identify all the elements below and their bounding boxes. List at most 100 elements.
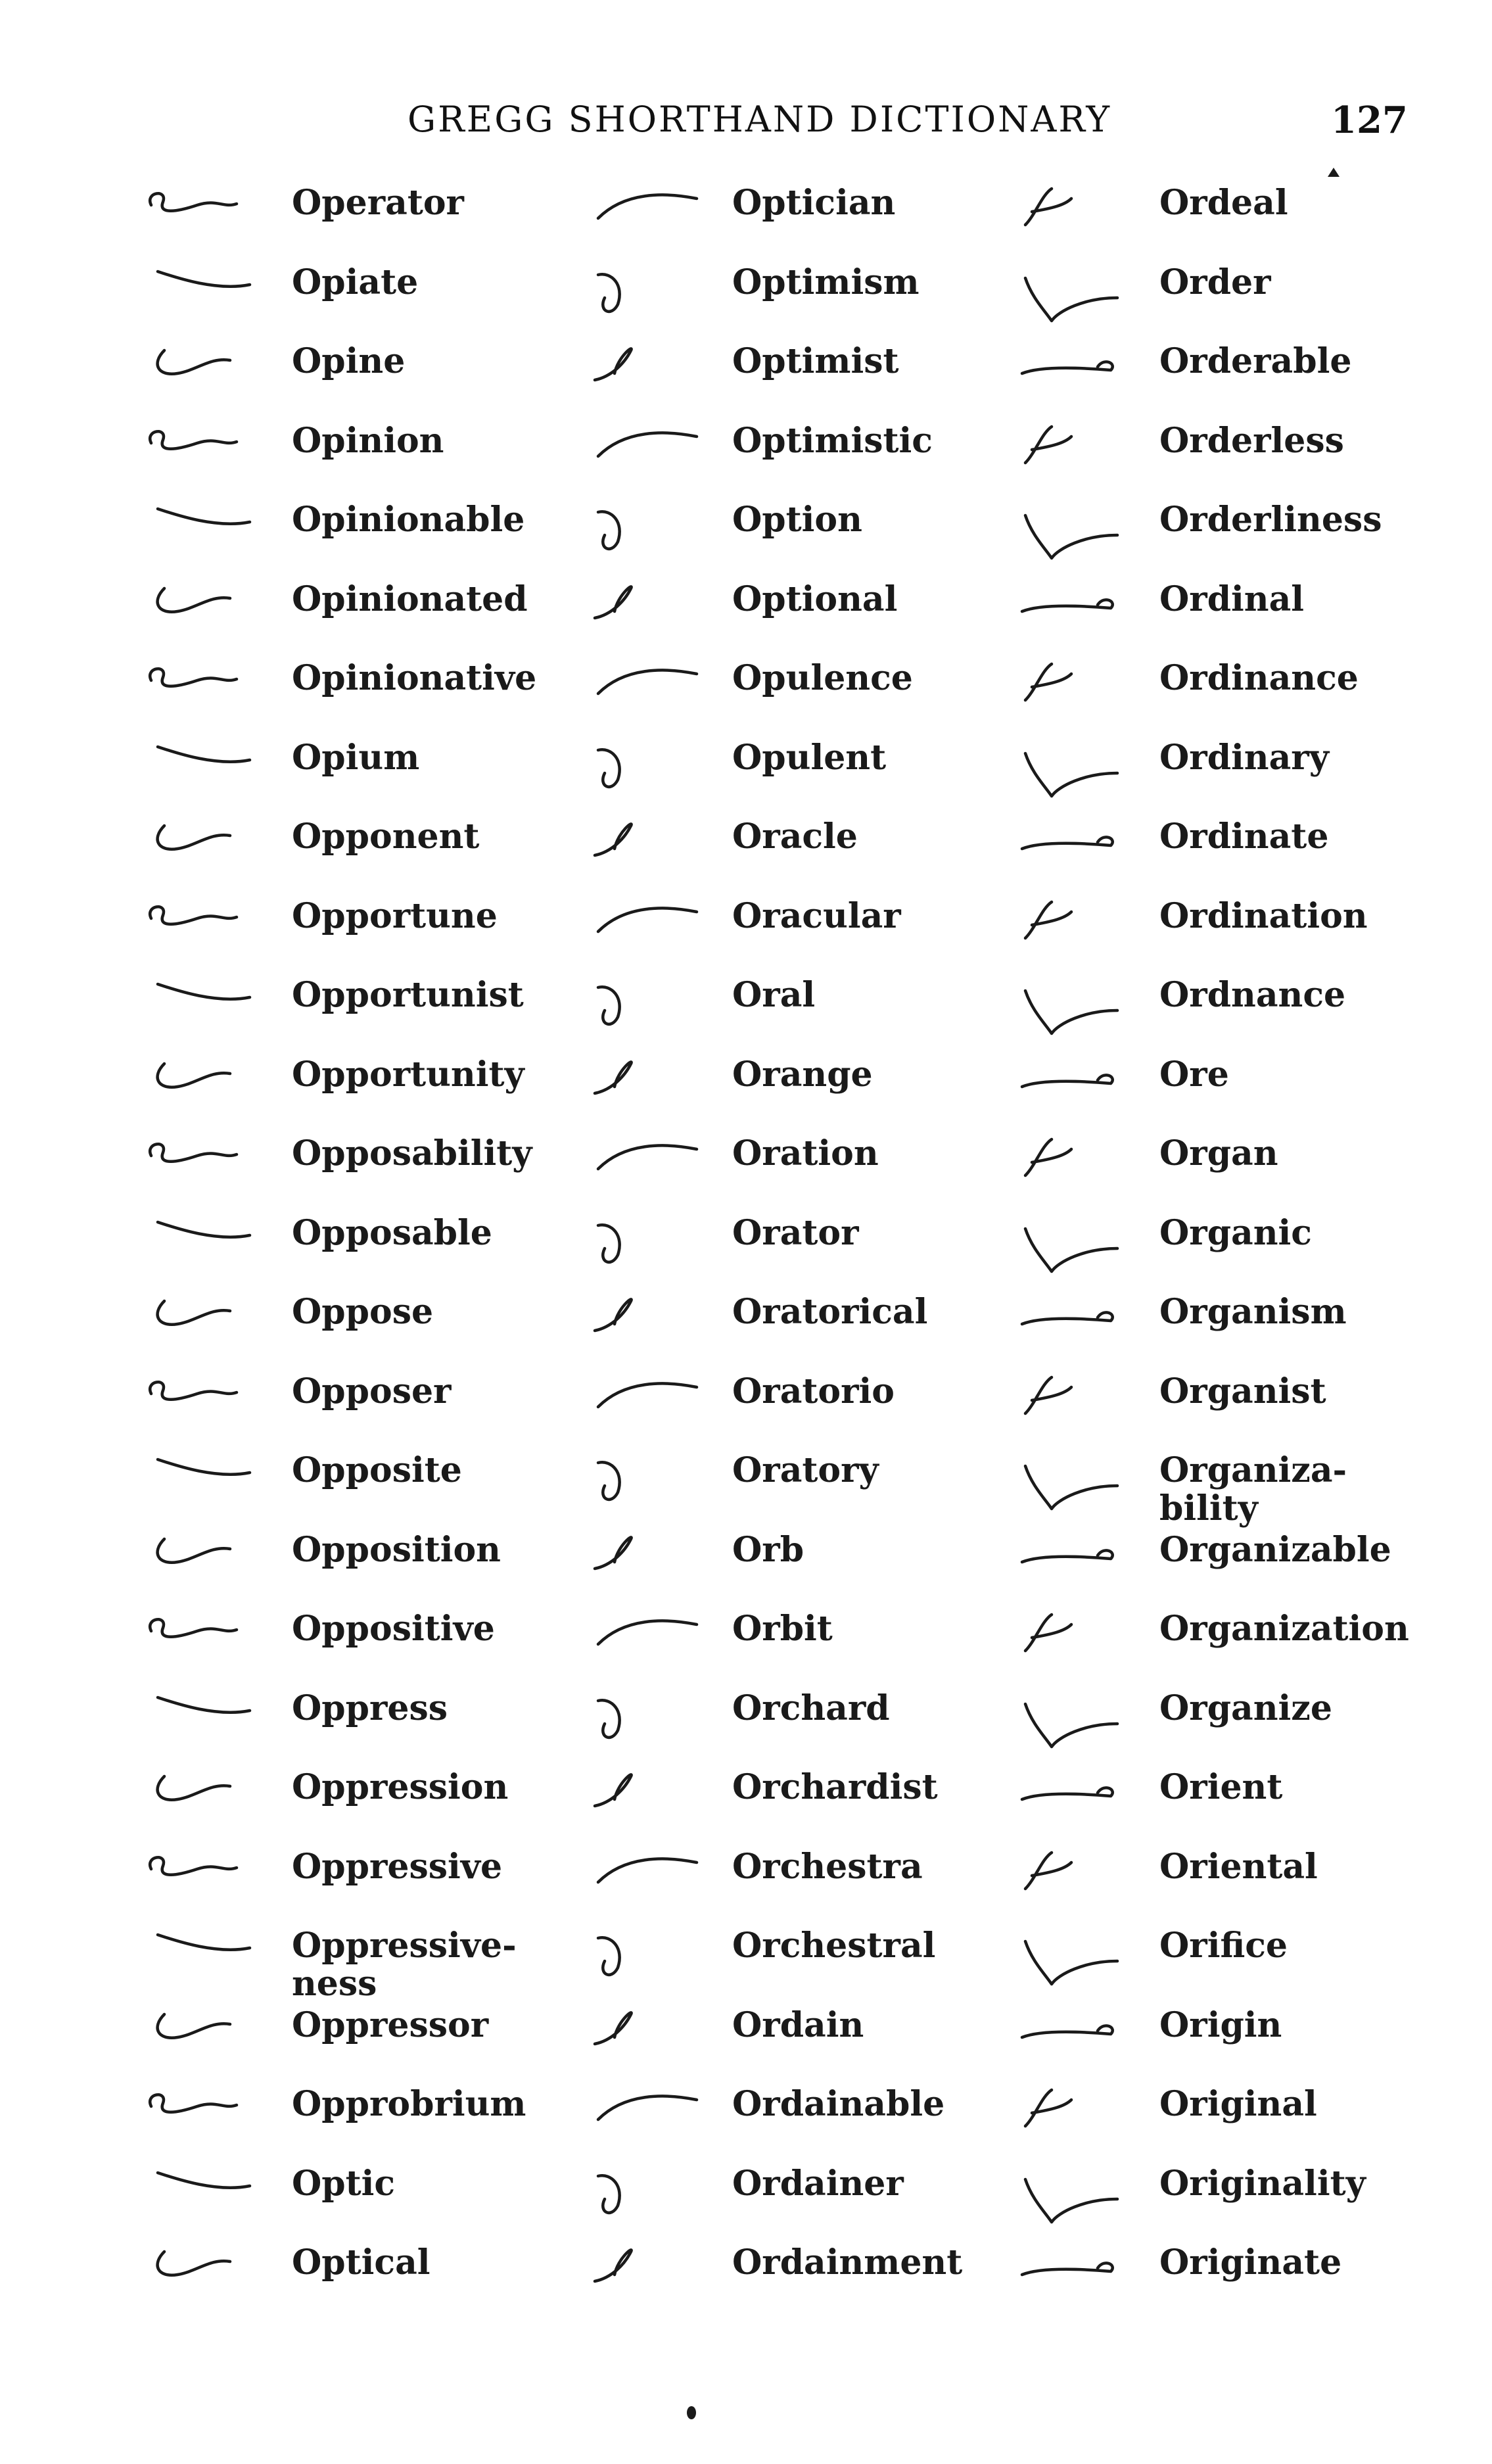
dictionary-entry: Orb — [578, 1526, 1006, 1605]
dictionary-entry: Originality — [1006, 2160, 1433, 2239]
dictionary-entry: Oppression — [138, 1763, 565, 1843]
shorthand-outline-icon — [138, 2001, 276, 2073]
entry-word: Orderable — [1159, 341, 1352, 381]
dictionary-entry: Opium — [138, 734, 565, 813]
dictionary-entry: Optician — [578, 179, 1006, 258]
entry-word: Opium — [292, 737, 420, 778]
shorthand-outline-icon — [1006, 971, 1144, 1043]
dictionary-entry: Organ — [1006, 1129, 1433, 1209]
entry-word: Ordinary — [1159, 737, 1329, 778]
entry-word: Opposable — [292, 1212, 492, 1253]
shorthand-outline-icon — [138, 654, 276, 726]
shorthand-outline-icon — [578, 337, 716, 410]
shorthand-outline-icon — [1006, 813, 1144, 885]
entry-word: Ordainer — [732, 2163, 904, 2204]
entry-word: Optimistic — [732, 420, 933, 461]
shorthand-outline-icon — [138, 2080, 276, 2152]
entry-word: Ordinate — [1159, 817, 1329, 857]
entry-word: Opportune — [292, 895, 498, 936]
shorthand-outline-icon — [578, 813, 716, 885]
dictionary-entry: Organizable — [1006, 1526, 1433, 1605]
shorthand-outline-icon — [1006, 1446, 1144, 1519]
shorthand-outline-icon — [578, 1843, 716, 1915]
shorthand-outline-icon — [578, 2160, 716, 2232]
entry-word: Origin — [1159, 2004, 1282, 2045]
dictionary-entry: Oration — [578, 1129, 1006, 1209]
dictionary-entry: Origin — [1006, 2001, 1433, 2081]
shorthand-outline-icon — [1006, 892, 1144, 964]
dictionary-entry: Opposability — [138, 1129, 565, 1209]
dictionary-entry: Orchestral — [578, 1922, 1006, 2001]
dictionary-entry: Oppress — [138, 1684, 565, 1764]
entry-word: Oriental — [1159, 1846, 1318, 1887]
shorthand-outline-icon — [578, 496, 716, 568]
shorthand-outline-icon — [138, 1288, 276, 1360]
dictionary-entry: Optional — [578, 575, 1006, 655]
shorthand-outline-icon — [138, 1446, 276, 1519]
dictionary-entry: Ore — [1006, 1051, 1433, 1130]
dictionary-entry: Opulence — [578, 654, 1006, 734]
entry-word: Originate — [1159, 2242, 1342, 2283]
shorthand-outline-icon — [1006, 1526, 1144, 1598]
dictionary-entry: Ordain — [578, 2001, 1006, 2081]
dictionary-entry: Optical — [138, 2239, 565, 2318]
dictionary-entry: Ordinate — [1006, 813, 1433, 892]
dictionary-entry: Opposer — [138, 1367, 565, 1447]
shorthand-outline-icon — [1006, 1209, 1144, 1281]
shorthand-outline-icon — [578, 1051, 716, 1123]
entry-word: Orbit — [732, 1609, 833, 1649]
entry-word: Opulence — [732, 658, 913, 698]
dictionary-entry: Ordainer — [578, 2160, 1006, 2239]
shorthand-outline-icon — [578, 1367, 716, 1440]
dictionary-entry: Ordination — [1006, 892, 1433, 972]
entry-word: Oratory — [732, 1450, 879, 1490]
dictionary-entry: Orange — [578, 1051, 1006, 1130]
entry-word: Orchestra — [732, 1846, 923, 1887]
dictionary-entry: Opposite — [138, 1446, 565, 1526]
entry-word: Orchardist — [732, 1767, 938, 1807]
shorthand-outline-icon — [578, 971, 716, 1043]
shorthand-outline-icon — [1006, 2239, 1144, 2311]
shorthand-outline-icon — [1006, 1129, 1144, 1202]
shorthand-outline-icon — [138, 734, 276, 806]
dictionary-entry: Ordinance — [1006, 654, 1433, 734]
shorthand-outline-icon — [1006, 1288, 1144, 1360]
shorthand-outline-icon — [578, 575, 716, 648]
dictionary-entry: Opportunity — [138, 1051, 565, 1130]
entry-word: Organ — [1159, 1133, 1278, 1173]
entry-word: Opinionable — [292, 500, 525, 540]
dictionary-entry: Orbit — [578, 1605, 1006, 1684]
dictionary-entry: Orifice — [1006, 1922, 1433, 2001]
dictionary-entry: Optimism — [578, 258, 1006, 338]
entry-word: Oracular — [732, 895, 901, 936]
entry-word: Optimist — [732, 341, 899, 381]
dictionary-entry: Opinion — [138, 417, 565, 496]
dictionary-entry: Opposable — [138, 1209, 565, 1289]
shorthand-outline-icon — [578, 2080, 716, 2152]
dictionary-entry: Oratory — [578, 1446, 1006, 1526]
shorthand-outline-icon — [1006, 1367, 1144, 1440]
dictionary-entry: Ordeal — [1006, 179, 1433, 258]
dictionary-entry: Organization — [1006, 1605, 1433, 1684]
entry-word: Optician — [732, 183, 896, 223]
shorthand-outline-icon — [138, 1922, 276, 1994]
entry-word: Organization — [1159, 1609, 1409, 1649]
dictionary-entry: Orchardist — [578, 1763, 1006, 1843]
entry-word: Oppositive — [292, 1609, 495, 1649]
dictionary-entry: Opposition — [138, 1526, 565, 1605]
entry-word: Ordain — [732, 2004, 864, 2045]
shorthand-outline-icon — [138, 1129, 276, 1202]
shorthand-outline-icon — [578, 892, 716, 964]
dictionary-entry: Orderliness — [1006, 496, 1433, 575]
entry-word: Organist — [1159, 1371, 1326, 1411]
page-number: 127 — [1331, 99, 1408, 142]
dictionary-entry: Option — [578, 496, 1006, 575]
dictionary-entry: Oratorical — [578, 1288, 1006, 1367]
entry-word: Order — [1159, 262, 1271, 302]
shorthand-outline-icon — [138, 892, 276, 964]
shorthand-outline-icon — [578, 1684, 716, 1757]
entry-word: Opinionative — [292, 658, 537, 698]
entry-word: Originality — [1159, 2163, 1366, 2204]
dictionary-entry: Originate — [1006, 2239, 1433, 2318]
